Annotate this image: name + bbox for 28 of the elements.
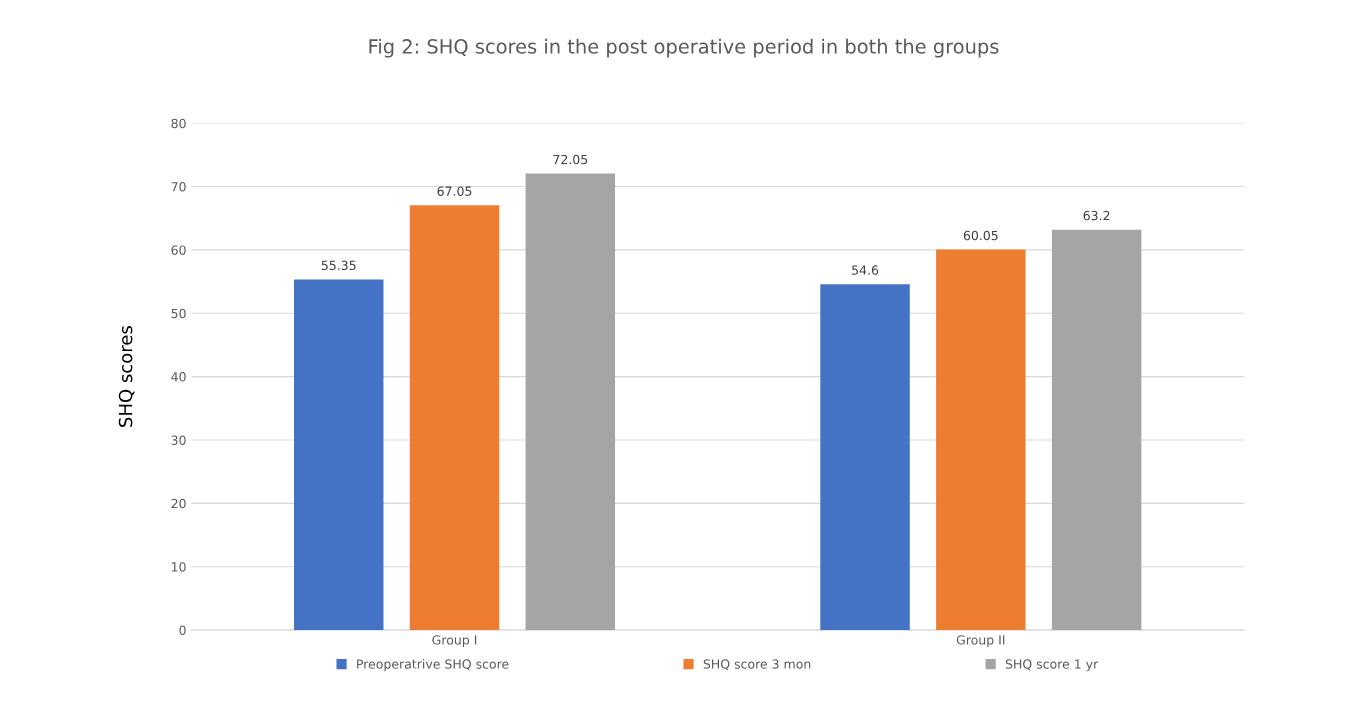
- bar: [1051, 229, 1142, 631]
- y-tick-label: 50: [171, 308, 186, 319]
- legend-label: SHQ score 1 yr: [1005, 659, 1099, 672]
- y-tick-label: 40: [171, 372, 186, 382]
- y-tick-label: 30: [171, 435, 186, 445]
- bar: [936, 249, 1026, 631]
- data-label: 54.6: [852, 265, 879, 275]
- bar: [409, 205, 500, 631]
- x-tick-label: Group II: [956, 635, 1005, 648]
- legend-label: SHQ score 3 mon: [703, 659, 811, 671]
- legend-label: Preoperatrive SHQ score: [357, 659, 509, 672]
- bar: [525, 173, 616, 631]
- y-axis-title: SHQ scores: [118, 326, 135, 427]
- y-tick-label: 60: [171, 245, 186, 255]
- data-label: 63.2: [1083, 210, 1110, 221]
- chart-title: Fig 2: SHQ scores in the post operative period in both the groups: [369, 38, 999, 58]
- data-label: 55.35: [321, 260, 356, 271]
- bar: [294, 279, 384, 631]
- data-label: 72.05: [553, 154, 588, 165]
- y-tick-label: 70: [171, 182, 186, 192]
- data-label: 67.05: [437, 186, 472, 196]
- data-label: 60.05: [963, 230, 998, 241]
- y-tick-label: 0: [179, 625, 186, 636]
- y-tick-label: 20: [171, 498, 186, 509]
- x-tick-label: Group I: [432, 635, 477, 648]
- bar: [820, 284, 910, 631]
- y-tick-label: 10: [171, 562, 186, 572]
- y-tick-label: 80: [171, 118, 186, 129]
